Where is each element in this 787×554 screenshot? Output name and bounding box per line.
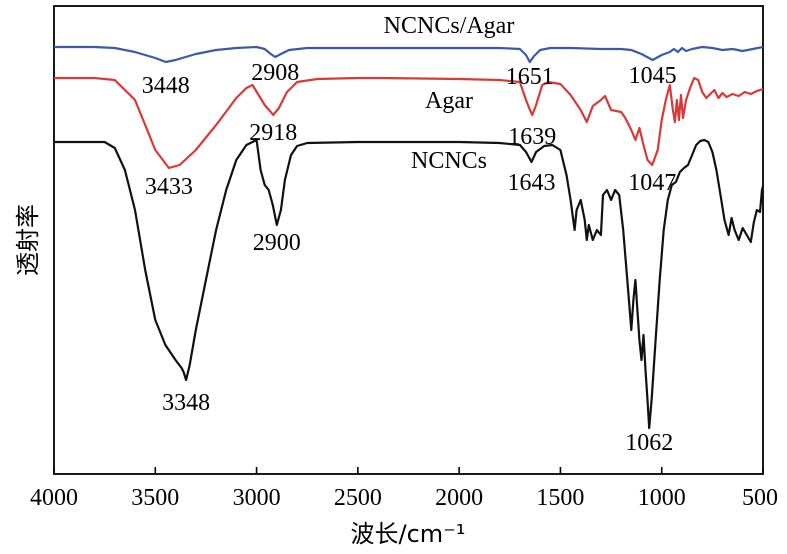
y-axis-title: 透射率 bbox=[14, 204, 42, 276]
peak-label-3348: 3348 bbox=[162, 390, 210, 416]
x-tick-label: 3000 bbox=[233, 485, 281, 511]
series-line-ncncs-agar bbox=[54, 45, 764, 64]
x-tick-label: 2000 bbox=[435, 485, 483, 511]
series-label-agar: Agar bbox=[425, 88, 473, 114]
series-label-ncncs: NCNCs bbox=[411, 148, 487, 174]
label-layer: NCNCs/Agar Agar NCNCs 3448 2908 1651 1045 2918 1… bbox=[142, 13, 677, 456]
x-tick-label: 4000 bbox=[30, 485, 78, 511]
peak-label-1047: 1047 bbox=[628, 170, 676, 196]
peak-label-1643: 1643 bbox=[508, 170, 556, 196]
peak-label-1062: 1062 bbox=[625, 430, 673, 456]
x-tick-label: 2500 bbox=[334, 485, 382, 511]
x-tick-label: 3500 bbox=[131, 485, 179, 511]
series-line-agar bbox=[54, 76, 764, 170]
peak-label-3448: 3448 bbox=[142, 73, 190, 99]
x-tick-label: 500 bbox=[742, 485, 778, 511]
peak-label-1045: 1045 bbox=[629, 63, 677, 89]
x-tick-label: 1000 bbox=[638, 485, 686, 511]
peak-label-2918: 2918 bbox=[249, 120, 297, 146]
peak-label-2908: 2908 bbox=[251, 60, 299, 86]
series-line-ncncs bbox=[54, 138, 765, 430]
x-axis-title: 波长/cm⁻¹ bbox=[351, 520, 466, 548]
peak-label-2900: 2900 bbox=[253, 230, 301, 256]
x-tick-label: 1500 bbox=[536, 485, 584, 511]
peak-label-1639: 1639 bbox=[508, 124, 556, 150]
series-layer bbox=[54, 45, 765, 430]
peak-label-3433: 3433 bbox=[145, 174, 193, 200]
plot-frame bbox=[53, 5, 764, 475]
x-axis: 4000 3500 3000 2500 2000 1500 1000 500 bbox=[30, 467, 778, 511]
series-label-ncncs-agar: NCNCs/Agar bbox=[384, 13, 515, 39]
peak-label-1651: 1651 bbox=[506, 64, 554, 90]
